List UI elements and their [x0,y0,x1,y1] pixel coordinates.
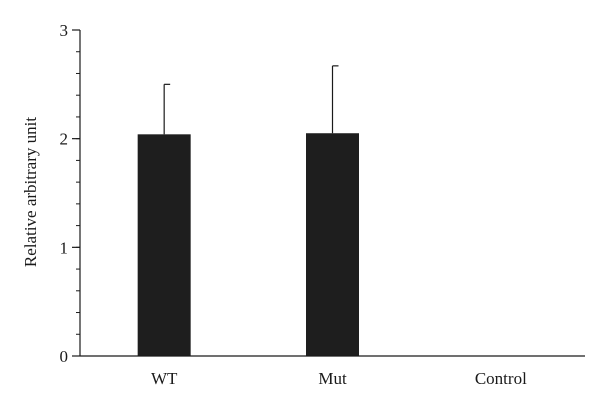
y-axis-title: Relative arbitrary unit [21,117,40,267]
x-tick-label-wt: WT [151,369,178,388]
x-tick-label-control: Control [475,369,527,388]
x-tick-label-mut: Mut [318,369,347,388]
bars [137,133,359,356]
bar-wt [137,134,191,356]
bar-mut [306,133,359,356]
y-axis-major-ticks [72,29,80,357]
x-axis-tick-labels: WT Mut Control [151,369,527,388]
error-bars [163,65,339,135]
y-tick-label: 1 [60,238,69,257]
y-tick-label: 2 [60,130,69,149]
y-axis-tick-labels: 0 1 2 3 [60,21,69,366]
y-tick-label: 0 [60,347,69,366]
y-tick-label: 3 [60,21,69,40]
